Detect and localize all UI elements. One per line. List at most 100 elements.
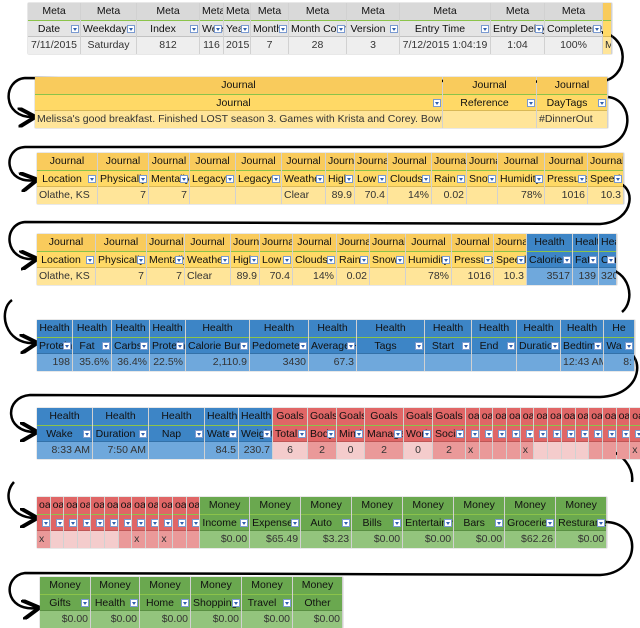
column-header[interactable]: Carbs (599, 251, 616, 268)
column-header[interactable]: Body (308, 425, 336, 442)
filter-dropdown-icon[interactable] (123, 519, 132, 527)
cell-value[interactable]: $0.00 (556, 531, 607, 548)
column-header[interactable]: Fat (73, 337, 111, 354)
cell-value[interactable]: 2 (308, 442, 336, 459)
cell-value[interactable]: Olathe, KS (37, 187, 97, 204)
cell-value[interactable] (64, 531, 77, 548)
column-header[interactable]: Mentally (147, 251, 184, 268)
cell-value[interactable]: 2 (433, 442, 465, 459)
cell-value[interactable]: 3 (347, 37, 399, 54)
column-header[interactable]: Duration (517, 337, 560, 354)
filter-dropdown-icon[interactable] (607, 430, 616, 438)
filter-dropdown-icon[interactable] (390, 25, 398, 33)
cell-value[interactable]: 0.02 (432, 187, 466, 204)
cell-value[interactable]: $0.00 (454, 531, 505, 548)
filter-dropdown-icon[interactable] (291, 519, 300, 527)
column-header[interactable]: Location (37, 170, 97, 187)
filter-dropdown-icon[interactable] (527, 99, 535, 107)
filter-dropdown-icon[interactable] (378, 175, 386, 183)
cell-value[interactable] (172, 531, 186, 548)
cell-value[interactable]: 1:04 (491, 37, 544, 54)
column-header[interactable]: Entry Delay (491, 20, 544, 37)
column-header[interactable]: Health (91, 594, 139, 611)
column-header[interactable]: Index (137, 20, 199, 37)
cell-value[interactable] (616, 442, 630, 459)
column-header[interactable]: Total (273, 425, 307, 442)
column-header[interactable]: Home (140, 594, 190, 611)
column-header[interactable]: Other (293, 594, 342, 611)
cell-value[interactable]: $0.00 (200, 531, 250, 548)
column-header[interactable] (520, 425, 534, 442)
cell-value[interactable]: 8: (604, 354, 634, 371)
filter-dropdown-icon[interactable] (512, 430, 520, 438)
cell-value[interactable] (467, 187, 497, 204)
filter-dropdown-icon[interactable] (551, 342, 559, 350)
column-header[interactable]: Rain (337, 251, 369, 268)
cell-value[interactable] (575, 442, 589, 459)
cell-value[interactable]: 7 (98, 187, 148, 204)
filter-dropdown-icon[interactable] (240, 519, 249, 527)
filter-dropdown-icon[interactable] (164, 519, 172, 527)
column-header[interactable]: Pressure (452, 251, 493, 268)
column-header[interactable]: Protein (37, 337, 72, 354)
cell-value[interactable]: 70.4 (260, 268, 292, 285)
column-header[interactable]: Entertainment (403, 514, 454, 531)
cell-value[interactable] (507, 442, 520, 459)
cell-value[interactable]: 7:50 AM (93, 442, 148, 459)
column-header[interactable]: Social (433, 425, 465, 442)
cell-value[interactable]: x (466, 442, 479, 459)
column-header[interactable]: Journal (35, 94, 442, 111)
cell-value[interactable]: Olathe, KS (37, 268, 95, 285)
column-header[interactable]: Pedometer (250, 337, 308, 354)
filter-dropdown-icon[interactable] (566, 430, 575, 438)
cell-value[interactable]: 89.9 (231, 268, 259, 285)
filter-dropdown-icon[interactable] (578, 175, 586, 183)
column-header[interactable] (507, 425, 520, 442)
cell-value[interactable]: 12:43 AM (561, 354, 603, 371)
filter-dropdown-icon[interactable] (594, 342, 602, 350)
filter-dropdown-icon[interactable] (63, 342, 71, 350)
filter-dropdown-icon[interactable] (283, 599, 291, 607)
filter-dropdown-icon[interactable] (190, 25, 198, 33)
cell-value[interactable] (190, 187, 235, 204)
filter-dropdown-icon[interactable] (553, 430, 561, 438)
cell-value[interactable]: 1016 (545, 187, 587, 204)
filter-dropdown-icon[interactable] (221, 256, 229, 264)
column-header[interactable]: DayTags (537, 94, 607, 111)
column-header[interactable]: Rain (432, 170, 466, 187)
cell-value[interactable]: $0.00 (40, 611, 90, 628)
filter-dropdown-icon[interactable] (535, 25, 543, 33)
cell-value[interactable]: 14% (293, 268, 336, 285)
filter-dropdown-icon[interactable] (214, 25, 222, 33)
filter-dropdown-icon[interactable] (607, 256, 615, 264)
column-header[interactable]: Year (224, 20, 250, 37)
filter-dropdown-icon[interactable] (471, 430, 479, 438)
cell-value[interactable]: 230.7 (239, 442, 272, 459)
filter-dropdown-icon[interactable] (393, 519, 402, 527)
column-header[interactable]: Water (205, 425, 238, 442)
column-header[interactable] (603, 20, 611, 37)
filter-dropdown-icon[interactable] (109, 519, 118, 527)
cell-value[interactable]: $0.00 (242, 611, 292, 628)
column-header[interactable]: Auto (301, 514, 352, 531)
filter-dropdown-icon[interactable] (462, 342, 470, 350)
cell-value[interactable]: x (520, 442, 534, 459)
cell-value[interactable] (357, 354, 424, 371)
cell-value[interactable]: 7/12/2015 1:04:19 (400, 37, 490, 54)
cell-value[interactable]: x (159, 531, 172, 548)
filter-dropdown-icon[interactable] (498, 430, 507, 438)
column-header[interactable] (186, 514, 200, 531)
filter-dropdown-icon[interactable] (589, 256, 597, 264)
cell-value[interactable]: $0.00 (293, 611, 342, 628)
column-header[interactable]: Date (28, 20, 80, 37)
column-header[interactable]: Month (251, 20, 288, 37)
cell-value[interactable]: 7 (96, 268, 146, 285)
filter-dropdown-icon[interactable] (481, 25, 489, 33)
filter-dropdown-icon[interactable] (347, 342, 355, 350)
filter-dropdown-icon[interactable] (422, 175, 430, 183)
cell-value[interactable] (186, 531, 200, 548)
column-header[interactable]: Resturants (556, 514, 607, 531)
filter-dropdown-icon[interactable] (345, 175, 353, 183)
column-header[interactable]: Speed (588, 170, 623, 187)
column-header[interactable]: Wake (37, 425, 92, 442)
